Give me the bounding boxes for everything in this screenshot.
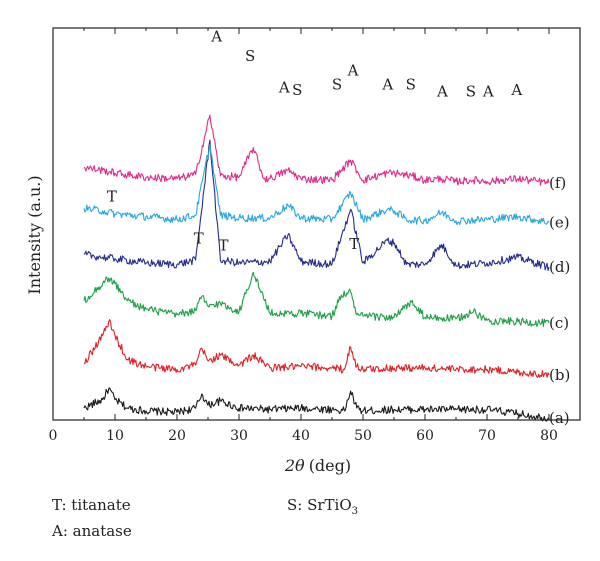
series-label-f: (f): [549, 174, 566, 192]
peak-label-T-12: T: [107, 188, 117, 206]
series-line-a: [83, 387, 550, 422]
x-tick-label-30: 30: [230, 428, 248, 444]
x-tick-label-50: 50: [354, 428, 372, 444]
legend-srtio3: S: SrTiO3: [287, 496, 358, 517]
peak-label-A-11: A: [510, 81, 522, 99]
peak-label-A-2: A: [278, 78, 290, 96]
x-tick-label-20: 20: [168, 428, 186, 444]
peak-label-S-9: S: [466, 83, 476, 101]
legend-srtio3-subscript: 3: [351, 506, 359, 517]
series-line-c: [83, 271, 550, 327]
series-label-c: (c): [549, 314, 569, 332]
peak-label-S-1: S: [245, 47, 255, 65]
peak-label-S-3: S: [292, 81, 302, 99]
legend-anatase: A: anatase: [52, 522, 132, 540]
x-axis-variable: 2θ: [284, 456, 305, 475]
peak-label-S-7: S: [406, 76, 416, 94]
peak-label-S-4: S: [332, 76, 342, 94]
x-tick-label-40: 40: [292, 428, 310, 444]
x-axis-title: 2θ (deg): [284, 456, 351, 475]
peak-label-A-6: A: [381, 76, 393, 94]
series-label-a: (a): [549, 409, 570, 427]
series-label-b: (b): [549, 366, 570, 384]
x-tick-label-70: 70: [478, 428, 496, 444]
legend-titanate: T: titanate: [52, 496, 131, 514]
peak-label-T-14: T: [218, 237, 228, 255]
x-tick-label-60: 60: [416, 428, 434, 444]
series-line-b: [83, 319, 550, 378]
series-label-d: (d): [549, 258, 570, 276]
series-line-f: [83, 114, 550, 186]
legend-srtio3-text: S: SrTiO: [287, 496, 352, 514]
series-line-d: [83, 139, 550, 272]
peak-label-A-8: A: [436, 83, 448, 101]
peak-label-A-0: A: [210, 28, 222, 46]
plot-frame: [52, 27, 581, 421]
peak-label-A-5: A: [347, 61, 359, 79]
peak-label-T-15: T: [349, 235, 359, 253]
series-line-e: [83, 144, 550, 226]
peak-label-T-13: T: [194, 230, 204, 248]
x-tick-label-10: 10: [106, 428, 124, 444]
x-tick-label-80: 80: [540, 428, 558, 444]
peak-label-A-10: A: [482, 83, 494, 101]
x-axis-unit: (deg): [309, 456, 351, 475]
series-label-e: (e): [549, 213, 570, 231]
x-tick-label-0: 0: [49, 428, 58, 444]
y-axis-title: Intensity (a.u.): [25, 175, 44, 294]
plot-area: 0 10 20 30 40 50 60 70 80(a)(b)(c)(d)(e)(f)ASA S S…: [49, 27, 581, 444]
